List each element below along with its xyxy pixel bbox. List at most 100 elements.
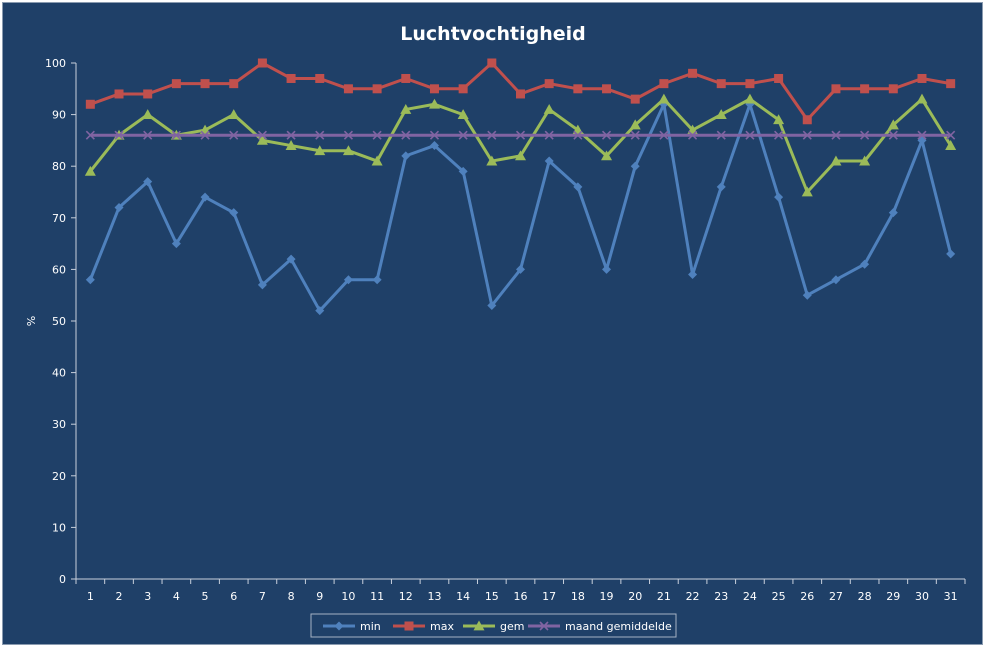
y-tick-label: 0 (59, 573, 66, 586)
data-point (716, 182, 726, 192)
data-point (171, 79, 181, 89)
data-point-stroke (774, 130, 784, 140)
legend-label: maand gemiddelde (565, 620, 672, 633)
y-tick-label: 90 (52, 109, 66, 122)
x-tick-label: 17 (542, 590, 556, 603)
data-point (716, 79, 726, 89)
data-point (774, 192, 784, 202)
data-point-stroke (171, 130, 181, 140)
x-tick-label: 15 (485, 590, 499, 603)
data-point-stroke (716, 130, 726, 140)
x-tick-label: 28 (858, 590, 872, 603)
data-point (544, 130, 554, 140)
data-point (830, 155, 842, 166)
data-point (372, 84, 382, 94)
data-point (601, 150, 613, 161)
data-point (143, 177, 153, 187)
data-point (343, 275, 353, 285)
legend-item: max (393, 620, 454, 633)
data-point (659, 130, 669, 140)
data-point (859, 155, 871, 166)
data-point-stroke (802, 130, 812, 140)
data-point-stroke (630, 130, 640, 140)
data-point (401, 73, 411, 83)
data-point (400, 103, 412, 114)
series-min (85, 99, 956, 316)
data-point (946, 249, 956, 259)
data-point-stroke (946, 130, 956, 140)
series-gem (84, 93, 957, 197)
data-point (429, 84, 439, 94)
data-point-stroke (515, 130, 526, 140)
data-point (343, 84, 353, 94)
data-point-stroke (745, 130, 755, 140)
data-point-stroke (401, 130, 411, 140)
data-point (801, 186, 813, 197)
x-tick-label: 18 (571, 590, 585, 603)
data-point (200, 192, 210, 202)
data-point (229, 79, 239, 89)
data-point (630, 94, 640, 104)
data-point (659, 79, 669, 89)
legend-marker (539, 621, 549, 631)
data-point (573, 84, 583, 94)
x-tick-label: 27 (829, 590, 843, 603)
data-point-stroke (458, 130, 468, 140)
data-point (516, 89, 525, 99)
data-point (774, 130, 784, 140)
data-point (200, 79, 210, 89)
data-point (716, 130, 726, 140)
data-point (515, 150, 526, 161)
data-point (429, 141, 439, 151)
data-point (114, 202, 124, 212)
data-point (688, 68, 698, 78)
data-point-stroke (831, 130, 841, 140)
data-point (946, 130, 956, 140)
data-point-stroke (860, 130, 870, 140)
data-point (917, 130, 927, 140)
data-point (602, 84, 612, 94)
legend-item: maand gemiddelde (528, 620, 672, 633)
data-point (257, 130, 267, 140)
data-point (228, 109, 240, 119)
data-point (315, 73, 325, 83)
legend-marker-stroke (539, 621, 549, 631)
data-point (487, 301, 497, 311)
x-tick-label: 16 (514, 590, 528, 603)
data-point (171, 239, 181, 249)
x-tick-label: 22 (686, 590, 700, 603)
x-tick-label: 10 (341, 590, 355, 603)
data-point (860, 130, 870, 140)
legend-marker (334, 621, 344, 631)
data-point (285, 140, 297, 150)
data-point (256, 134, 268, 145)
y-tick-label: 20 (52, 470, 66, 483)
data-point (429, 130, 440, 140)
data-point (946, 79, 956, 89)
data-point (486, 155, 498, 166)
x-tick-label: 2 (116, 590, 123, 603)
data-point (114, 130, 124, 140)
data-point-stroke (372, 130, 382, 140)
data-point (573, 130, 583, 140)
data-point-stroke (257, 130, 267, 140)
legend-marker (473, 620, 485, 631)
data-point (487, 130, 497, 140)
data-point-stroke (85, 130, 95, 140)
data-point (688, 270, 698, 280)
legend-item: min (323, 620, 381, 633)
data-point (401, 130, 411, 140)
data-point (286, 73, 296, 83)
data-point (888, 130, 898, 140)
data-point (515, 130, 526, 140)
x-tick-label: 30 (915, 590, 929, 603)
legend-label: gem (500, 620, 524, 633)
data-point-stroke (114, 130, 124, 140)
x-tick-label: 9 (316, 590, 323, 603)
data-point (831, 130, 841, 140)
y-tick-label: 40 (52, 367, 66, 380)
data-point-stroke (200, 130, 210, 140)
data-point-stroke (487, 130, 497, 140)
